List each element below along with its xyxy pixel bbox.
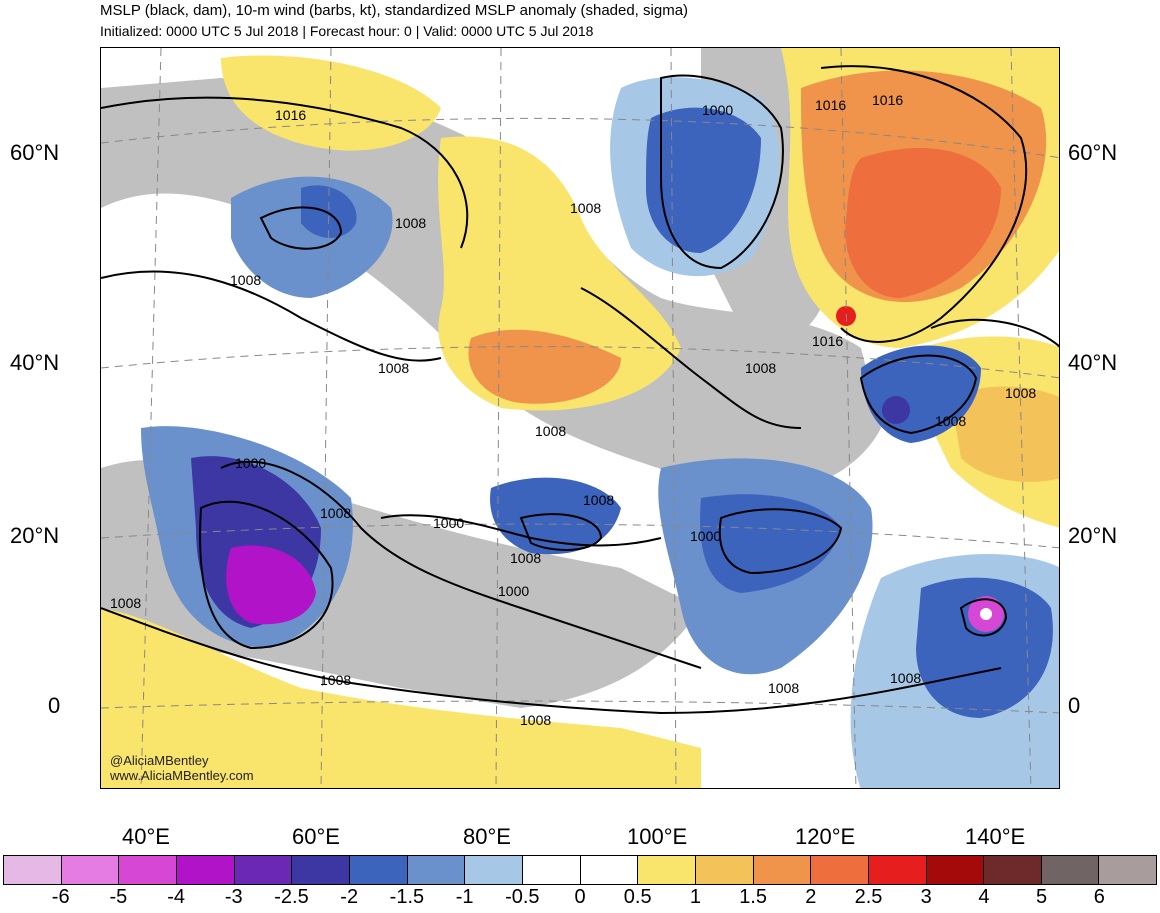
isobar-label: 1008 [230, 272, 262, 288]
colorbar-swatch [465, 856, 523, 884]
isobar-label: 1016 [275, 107, 307, 123]
colorbar-swatch [984, 856, 1042, 884]
isobar-label: 1000 [498, 583, 530, 599]
isobar-label: 1008 [520, 712, 552, 728]
isobar-label: 1008 [320, 505, 352, 521]
lat-label-right: 60°N [1068, 140, 1118, 165]
isobar-label: 1008 [510, 550, 542, 566]
colorbar [3, 855, 1157, 885]
colorbar-swatch [234, 856, 293, 884]
colorbar-tick-label: -6 [51, 886, 70, 908]
lon-label: 140°E [965, 824, 1026, 849]
colorbar-tick-label: -2.5 [274, 886, 309, 908]
weather-map [100, 47, 1060, 789]
colorbar-swatch [4, 856, 62, 884]
lon-label: 100°E [627, 824, 688, 849]
lon-label: 40°E [122, 824, 170, 849]
lat-label-left: 60°N [10, 140, 60, 165]
lat-label-right: 40°N [1068, 350, 1118, 375]
isobar-label: 1008 [395, 215, 427, 231]
colorbar-swatch [1099, 856, 1157, 884]
colorbar-swatch [638, 856, 696, 884]
colorbar-tick-label: -1.5 [389, 886, 425, 908]
colorbar-tick-label: -4 [167, 886, 185, 908]
colorbar-tick-label: -1 [455, 886, 474, 908]
colorbar-swatch [1041, 856, 1100, 884]
colorbar-swatch [811, 856, 869, 884]
colorbar-tick-label: -0.5 [505, 886, 540, 908]
credit-website: www.AliciaMBentley.com [110, 768, 254, 783]
isobar-label: 1008 [768, 680, 800, 696]
credit-handle: @AliciaMBentley [110, 753, 209, 768]
colorbar-tick-label: 6 [1093, 886, 1105, 908]
isobar-label: 1000 [690, 528, 722, 544]
lat-label-left: 20°N [10, 523, 60, 548]
isobar-label: 1016 [815, 97, 847, 113]
colorbar-tick-label: -5 [109, 886, 128, 908]
isobar-label: 1000 [433, 515, 465, 531]
colorbar-swatch [119, 856, 177, 884]
colorbar-swatch [753, 856, 812, 884]
isobar-label: 1008 [110, 595, 142, 611]
isobar-label: 1008 [890, 670, 922, 686]
isobar-label: 1016 [812, 333, 844, 349]
colorbar-tick-label: 4 [978, 886, 990, 908]
isobar-label: 1008 [745, 360, 777, 376]
chart-subtitle: Initialized: 0000 UTC 5 Jul 2018 | Forec… [100, 23, 594, 39]
colorbar-swatch [580, 856, 639, 884]
isobar-label: 1008 [1005, 385, 1037, 401]
isobar-label: 1008 [570, 200, 602, 216]
lon-label: 80°E [463, 824, 511, 849]
isobar-label: 1000 [235, 455, 267, 471]
lon-label: 120°E [795, 824, 856, 849]
colorbar-swatch [292, 856, 350, 884]
colorbar-tick-label: 1 [689, 886, 701, 908]
colorbar-tick-label: 1.5 [739, 886, 767, 908]
isobar-label: 1008 [935, 413, 967, 429]
colorbar-tick-label: -2 [340, 886, 359, 908]
colorbar-tick-label: 2.5 [854, 886, 883, 908]
colorbar-swatch [868, 856, 927, 884]
colorbar-tick-label: 2 [805, 886, 817, 908]
lat-label-right: 0 [1068, 693, 1081, 718]
colorbar-swatch [61, 856, 120, 884]
colorbar-tick-label: 5 [1036, 886, 1048, 908]
colorbar-swatch [407, 856, 466, 884]
lat-label-right: 20°N [1068, 523, 1118, 548]
lat-label-left: 0 [48, 693, 61, 718]
lat-label-left: 40°N [10, 350, 60, 375]
colorbar-tick-label: 0 [574, 886, 586, 908]
colorbar-swatch [349, 856, 408, 884]
chart-title: MSLP (black, dam), 10-m wind (barbs, kt)… [100, 2, 689, 19]
isobar-label: 1008 [535, 423, 567, 439]
colorbar-tick-label: 0.5 [623, 886, 652, 908]
isobar-label: 1000 [702, 102, 734, 118]
colorbar-swatch [522, 856, 581, 884]
lon-label: 60°E [292, 824, 340, 849]
colorbar-swatch [926, 856, 985, 884]
colorbar-tick-label: -3 [224, 886, 243, 908]
colorbar-swatch [695, 856, 754, 884]
isobar-label: 1008 [378, 360, 410, 376]
colorbar-tick-label: 3 [920, 886, 932, 908]
isobar-label: 1008 [583, 492, 615, 508]
isobar-label: 1016 [872, 92, 904, 108]
colorbar-swatch [176, 856, 235, 884]
isobar-label: 1008 [320, 672, 352, 688]
